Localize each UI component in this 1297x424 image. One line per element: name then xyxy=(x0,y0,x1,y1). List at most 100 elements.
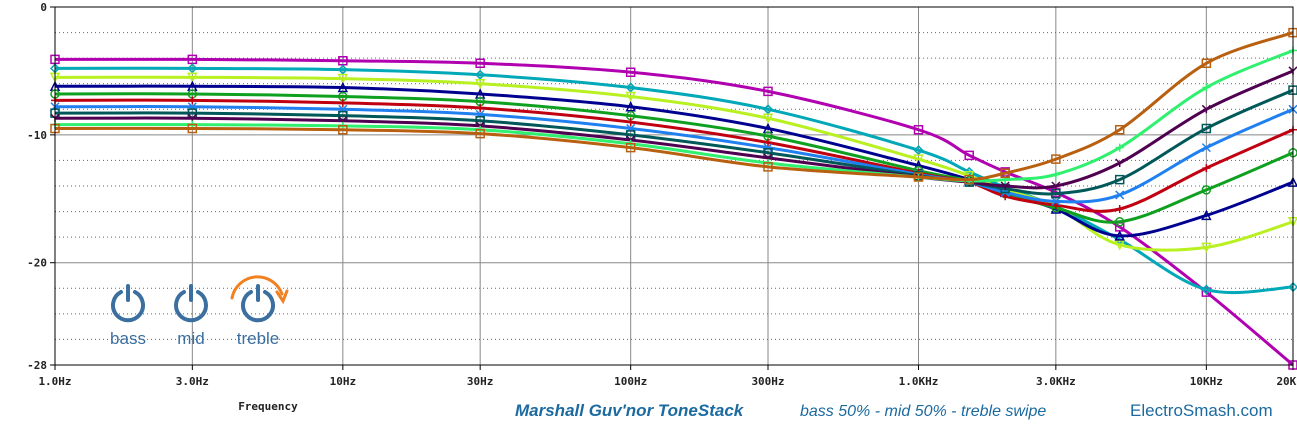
x-tick-label: 100Hz xyxy=(614,375,647,388)
marker xyxy=(762,104,774,115)
marker xyxy=(913,124,924,135)
y-tick-label: -20 xyxy=(27,257,47,270)
marker xyxy=(625,101,636,112)
marker xyxy=(1114,240,1125,251)
marker xyxy=(964,150,974,161)
marker xyxy=(625,110,636,121)
marker xyxy=(1201,185,1212,195)
marker xyxy=(50,54,60,65)
marker xyxy=(475,128,485,139)
marker xyxy=(50,89,60,99)
marker xyxy=(475,96,485,107)
knob-icons xyxy=(111,275,289,323)
marker xyxy=(913,172,924,182)
marker xyxy=(1114,124,1125,135)
x-axis-label: Frequency xyxy=(238,400,298,413)
marker xyxy=(1201,58,1212,69)
marker xyxy=(763,86,773,97)
marker xyxy=(1114,217,1125,227)
marker xyxy=(338,98,347,107)
y-tick-label: -10 xyxy=(27,129,47,142)
marker xyxy=(474,78,486,90)
marker xyxy=(1201,123,1212,134)
knob-icon xyxy=(241,290,275,323)
marker xyxy=(1115,143,1124,152)
marker xyxy=(1051,154,1061,164)
marker xyxy=(1000,181,1010,190)
marker xyxy=(475,69,486,80)
plot-frame xyxy=(54,6,1294,366)
x-tick-label: 30Hz xyxy=(467,375,494,388)
marker xyxy=(964,174,974,185)
knob-icon xyxy=(174,290,208,323)
x-tick-label: 20KHz xyxy=(1276,375,1297,388)
marker xyxy=(1202,164,1211,173)
y-tick-label: -28 xyxy=(27,359,47,372)
x-tick-label: 1.0Hz xyxy=(38,375,71,388)
marker xyxy=(1114,230,1125,241)
curve xyxy=(54,84,1294,238)
marker xyxy=(1202,83,1211,92)
marker xyxy=(1201,143,1211,153)
marker xyxy=(1114,174,1125,185)
marker xyxy=(1201,209,1212,221)
chart-subtitle: bass 50% - mid 50% - treble swipe xyxy=(800,403,1046,420)
marker xyxy=(763,143,773,153)
marker xyxy=(1201,287,1212,297)
marker xyxy=(1201,104,1211,114)
marker xyxy=(1288,360,1297,370)
marker xyxy=(1115,158,1125,167)
x-tick-label: 10Hz xyxy=(330,375,357,388)
knob-label: treble xyxy=(237,329,280,348)
marker xyxy=(337,64,348,75)
brand: ElectroSmash.com xyxy=(1130,401,1273,420)
curves xyxy=(49,27,1297,370)
marker xyxy=(1000,168,1010,178)
marker xyxy=(338,91,348,102)
marker xyxy=(625,82,636,93)
treble-arrow xyxy=(230,275,284,300)
marker xyxy=(187,63,198,74)
treble-arrow-head xyxy=(275,289,289,305)
marker xyxy=(1288,85,1297,95)
knob-label: mid xyxy=(177,329,204,348)
marker xyxy=(762,113,774,124)
x-tick-label: 1.0KHz xyxy=(899,375,939,388)
curve xyxy=(54,105,1294,204)
marker xyxy=(338,124,348,135)
chart-title: Marshall Guv'nor ToneStack xyxy=(515,401,745,420)
marker xyxy=(626,118,635,127)
marker xyxy=(187,54,198,65)
marker xyxy=(187,72,198,83)
marker xyxy=(625,91,636,103)
marker xyxy=(763,131,773,141)
marker xyxy=(1201,242,1212,254)
marker xyxy=(338,55,348,66)
marker xyxy=(763,162,773,172)
marker xyxy=(1115,205,1124,214)
marker xyxy=(1288,148,1297,158)
knob-label: bass xyxy=(110,329,146,348)
x-tick-label: 3.0KHz xyxy=(1036,375,1076,388)
marker xyxy=(625,67,636,77)
marker xyxy=(913,154,924,165)
marker xyxy=(1051,181,1061,190)
marker xyxy=(475,58,485,69)
marker xyxy=(1288,27,1297,38)
marker xyxy=(187,123,198,134)
marker xyxy=(913,145,924,156)
marker xyxy=(337,73,349,85)
curve xyxy=(54,88,1294,196)
x-tick-label: 10KHz xyxy=(1190,375,1223,388)
marker xyxy=(764,138,773,147)
marker xyxy=(337,81,349,93)
marker xyxy=(1051,170,1060,179)
marker xyxy=(50,123,60,134)
marker xyxy=(1201,284,1212,295)
x-tick-label: 300Hz xyxy=(751,375,784,388)
x-tick-label: 3.0Hz xyxy=(176,375,209,388)
marker xyxy=(476,104,485,113)
marker xyxy=(187,89,198,99)
